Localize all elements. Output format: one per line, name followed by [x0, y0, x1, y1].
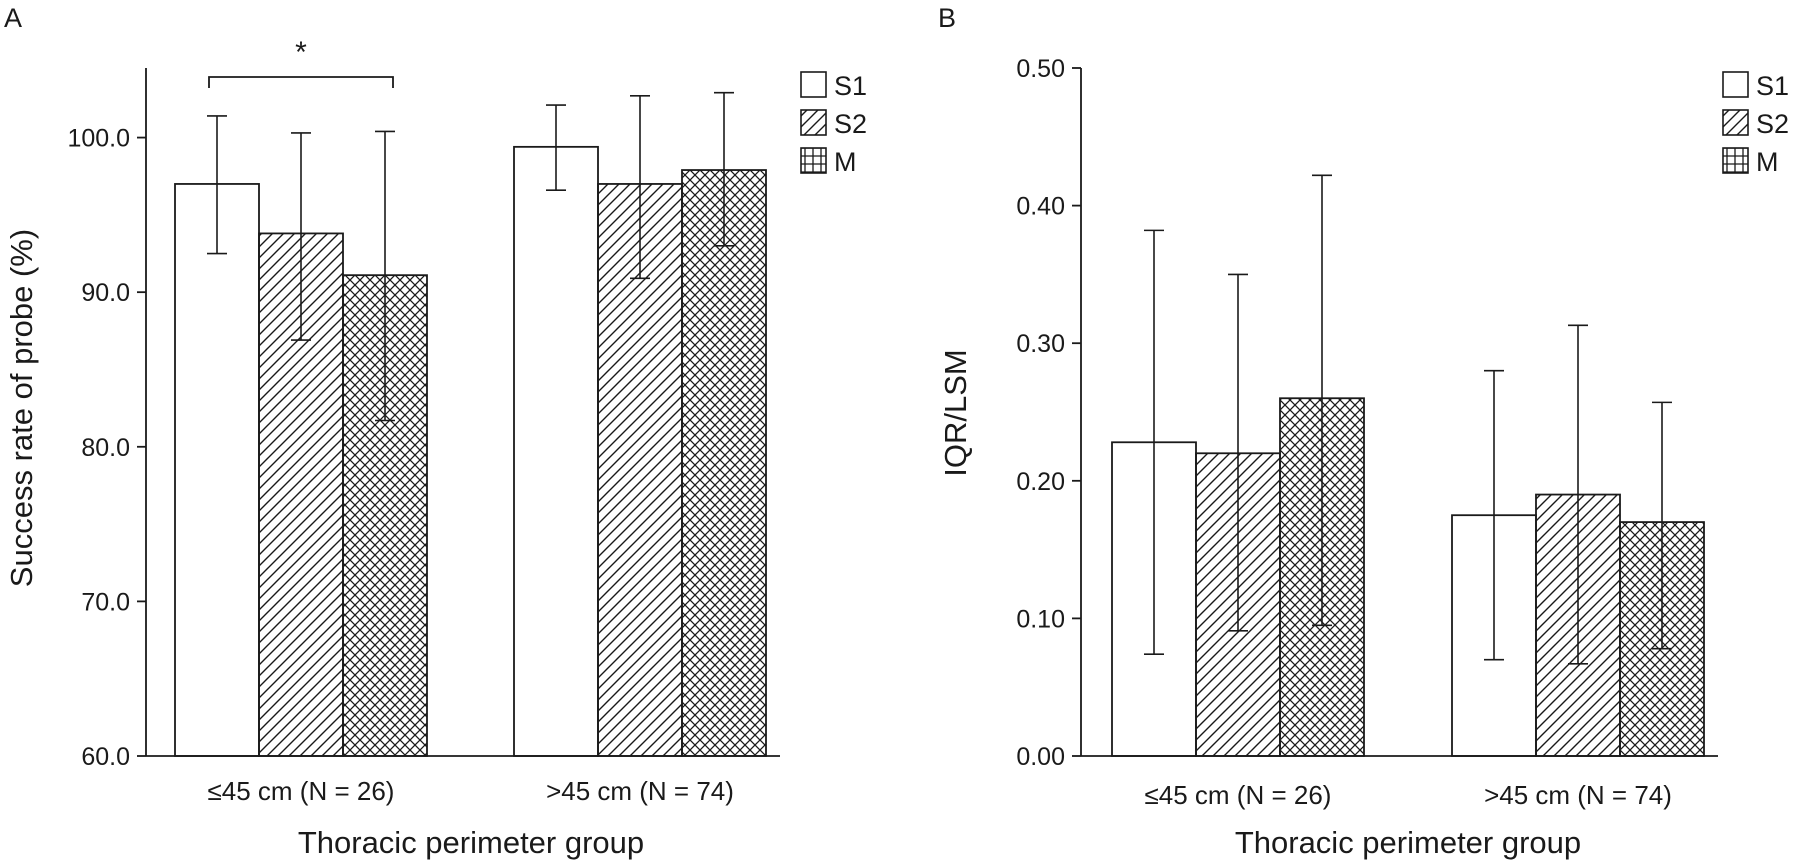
bar-s1-gt45 [513, 145, 599, 757]
legend-item-s1: S1 [1722, 71, 1789, 101]
panel-b-label: B [938, 3, 956, 33]
panel-b-error-bars [1144, 174, 1672, 665]
legend-item-s2: S2 [800, 109, 867, 139]
legend-swatch [800, 71, 827, 98]
panel-b: B 0.00 0.10 0.20 0.30 0.40 0.50 ≤45 cm (N = 2… [938, 3, 1789, 860]
legend-item-s2: S2 [1722, 109, 1789, 139]
panel-a-bars [174, 145, 767, 757]
error-bar-s1-le45 [207, 115, 227, 255]
legend-swatch [800, 109, 827, 136]
bar-s1-le45 [174, 183, 260, 757]
panel-a-y-ticks: 60.0 70.0 80.0 90.0 100.0 [67, 125, 146, 771]
panel-a: A 60.0 70.0 80.0 90.0 100.0 * ≤45 cm (N = 26… [4, 3, 867, 860]
error-bar-m-le45 [1312, 174, 1332, 627]
panel-a-y-axis-title: Success rate of probe (%) [4, 229, 39, 587]
category-label: ≤45 cm (N = 26) [208, 776, 395, 806]
panel-b-y-ticks: 0.00 0.10 0.20 0.30 0.40 0.50 [1016, 55, 1081, 771]
bar-m-gt45 [681, 169, 767, 757]
error-bar-s2-gt45 [1568, 324, 1588, 665]
panel-b-axes [1080, 68, 1718, 757]
y-tick-label: 0.10 [1016, 605, 1065, 633]
error-bar-s2-gt45 [630, 95, 650, 280]
panel-b-category-labels: ≤45 cm (N = 26) >45 cm (N = 74) [1145, 780, 1672, 810]
panel-a-significance: * [208, 36, 394, 88]
category-label: >45 cm (N = 74) [546, 776, 734, 806]
error-bar-s1-gt45 [1484, 369, 1504, 661]
significance-star: * [295, 36, 307, 69]
panel-b-x-axis-title: Thoracic perimeter group [1235, 825, 1581, 860]
panel-a-legend: S1 S2 M [800, 71, 867, 177]
category-label: >45 cm (N = 74) [1484, 780, 1672, 810]
legend-label: S1 [834, 71, 867, 101]
y-tick-label: 80.0 [81, 434, 130, 462]
y-tick-label: 0.50 [1016, 55, 1065, 83]
y-tick-label: 0.20 [1016, 468, 1065, 496]
error-bar-m-gt45 [714, 91, 734, 247]
y-tick-label: 0.30 [1016, 330, 1065, 358]
y-tick-label: 0.00 [1016, 743, 1065, 771]
legend-label: S2 [834, 109, 867, 139]
panel-a-label: A [4, 3, 22, 33]
y-tick-label: 100.0 [67, 125, 130, 153]
legend-swatch [1722, 147, 1749, 174]
legend-swatch [1722, 71, 1749, 98]
error-bar-s2-le45 [291, 132, 311, 341]
legend-item-m: M [1722, 147, 1779, 177]
y-tick-label: 70.0 [81, 588, 130, 616]
panel-b-bars [1111, 397, 1705, 757]
y-tick-label: 60.0 [81, 743, 130, 771]
panel-a-x-axis-title: Thoracic perimeter group [298, 825, 644, 860]
error-bar-m-le45 [375, 130, 395, 422]
legend-swatch [1722, 109, 1749, 136]
legend-item-s1: S1 [800, 71, 867, 101]
error-bar-s1-le45 [1144, 229, 1164, 655]
panel-a-error-bars [207, 91, 734, 422]
panel-a-category-labels: ≤45 cm (N = 26) >45 cm (N = 74) [208, 776, 734, 806]
panel-b-y-axis-title: IQR/LSM [938, 349, 973, 476]
legend-label: M [1756, 147, 1779, 177]
error-bar-s1-gt45 [546, 104, 566, 191]
legend-label: S1 [1756, 71, 1789, 101]
y-tick-label: 90.0 [81, 279, 130, 307]
category-label: ≤45 cm (N = 26) [1145, 780, 1332, 810]
y-tick-label: 0.40 [1016, 193, 1065, 221]
legend-label: S2 [1756, 109, 1789, 139]
panel-a-axes [145, 68, 780, 757]
legend-label: M [834, 147, 857, 177]
error-bar-m-gt45 [1652, 401, 1672, 650]
legend-item-m: M [800, 147, 857, 177]
legend-swatch [800, 147, 827, 174]
significance-bracket [208, 76, 394, 88]
error-bar-s2-le45 [1228, 273, 1248, 632]
panel-b-legend: S1 S2 M [1722, 71, 1789, 177]
